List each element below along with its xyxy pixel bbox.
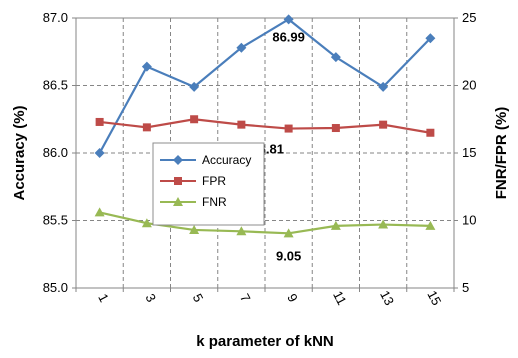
fnr-point: [425, 220, 436, 230]
fnr-point: [94, 207, 105, 217]
legend-fpr-marker: [174, 177, 182, 185]
series-layer: [94, 14, 436, 238]
fpr-point: [95, 117, 104, 126]
fpr-annotation: 6.81: [259, 142, 284, 157]
y-left-tick-label: 87.0: [43, 10, 68, 25]
y-right-tick-label: 15: [462, 145, 476, 160]
legend-accuracy-label: Accuracy: [202, 153, 251, 167]
fnr-point: [141, 218, 152, 228]
legend: Accuracy FPR FNR: [152, 142, 265, 226]
y-right-tick-label: 10: [462, 213, 476, 228]
accuracy-point: [425, 33, 436, 44]
accuracy-point: [330, 52, 341, 63]
fpr-point: [379, 120, 388, 129]
accuracy-annotation: 86.99: [272, 29, 305, 44]
accuracy-point: [94, 148, 105, 158]
y-right-tick-label: 5: [462, 280, 469, 295]
legend-items: Accuracy FPR FNR: [160, 153, 251, 209]
accuracy-point: [141, 61, 152, 72]
fpr-series-line: [99, 118, 431, 134]
fpr-point: [237, 120, 246, 129]
y-left-tick-label: 85.0: [43, 280, 68, 295]
y-left-tick-label: 86.0: [43, 145, 68, 160]
x-axis-title: k parameter of kNN: [196, 333, 334, 350]
y-right-tick-label: 20: [462, 78, 476, 93]
x-tick-label: 11: [330, 288, 350, 307]
y-axis-left-title: Accuracy (%): [11, 105, 28, 200]
y-left-tick-label: 85.5: [43, 213, 68, 228]
y-axis-right-title: FNR/FPR (%): [493, 107, 510, 200]
legend-fnr-marker: [173, 197, 183, 206]
fnr-point: [236, 226, 247, 236]
x-tick-label: 15: [424, 288, 444, 308]
x-tick-label: 1: [95, 291, 112, 304]
fnr-point: [378, 219, 389, 229]
fpr-point: [426, 128, 435, 137]
y-right-tick-label: 25: [462, 10, 476, 25]
legend-box: [152, 142, 265, 226]
accuracy-point: [378, 81, 389, 92]
accuracy-point: [189, 81, 200, 92]
y-left-tick-label: 86.5: [43, 78, 68, 93]
fpr-point: [190, 115, 199, 124]
x-tick-label: 5: [190, 291, 207, 304]
fnr-point: [330, 220, 341, 230]
accuracy-series-line: [98, 18, 432, 154]
fnr-point: [189, 224, 200, 234]
x-tick-label: 9: [284, 291, 301, 304]
legend-accuracy-marker: [173, 155, 183, 165]
annotation-layer: 86.99 6.81 9.05: [259, 29, 305, 263]
legend-fpr-label: FPR: [202, 174, 226, 188]
fpr-point: [142, 123, 151, 132]
legend-fnr-label: FNR: [202, 195, 227, 209]
x-tick-label: 3: [143, 291, 160, 304]
x-tick-label: 7: [237, 291, 254, 304]
fpr-point: [284, 124, 293, 133]
accuracy-point: [283, 14, 294, 25]
fnr-annotation: 9.05: [276, 248, 301, 263]
x-tick-label: 13: [377, 288, 397, 308]
fpr-point: [331, 124, 340, 133]
fnr-point: [283, 228, 294, 238]
plot-area-frame: [75, 17, 455, 289]
accuracy-point: [236, 42, 247, 53]
